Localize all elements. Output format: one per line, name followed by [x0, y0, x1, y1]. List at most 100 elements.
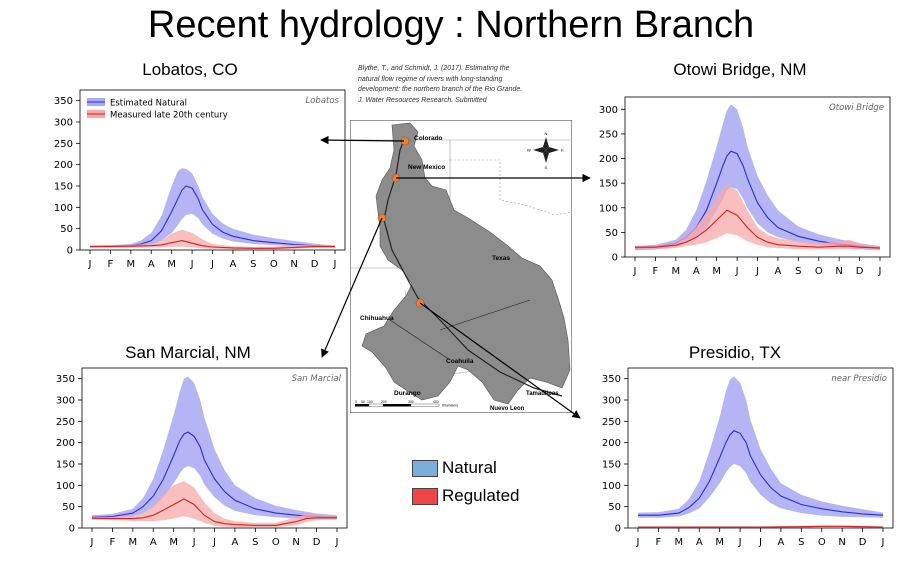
map-label: Tamaulipas — [526, 391, 559, 397]
inset-label: Lobatos — [305, 96, 339, 106]
y-tick-label: 100 — [599, 203, 618, 214]
x-tick-label: F — [656, 537, 662, 548]
x-tick-label: M — [127, 259, 136, 270]
map-label: Coahuila — [446, 358, 474, 365]
x-tick-label: J — [735, 266, 739, 277]
scale-tick: 300 — [408, 400, 414, 404]
station-title-san-marcial: San Marcial, NM — [125, 343, 251, 362]
legend-label: Measured late 20th century — [110, 111, 228, 121]
x-tick-label: J — [881, 537, 885, 548]
map-label: New Mexico — [408, 164, 445, 171]
map-label: Durango — [394, 390, 421, 397]
y-tick-label: 250 — [56, 417, 75, 428]
series-band — [92, 376, 337, 519]
series-band — [638, 376, 883, 518]
inset-label: Otowi Bridge — [829, 103, 884, 113]
x-tick-label: J — [636, 537, 640, 548]
chart-otowi: 0 50 100 150 200 250 300 J F M A M J J A S O N D J Otowi Bri… — [599, 96, 891, 277]
chart-lobatos: 0 50 100 150 200 250 300 350 J F M A M J J A S O N D J Lobato… — [54, 89, 346, 270]
x-tick-label: F — [110, 537, 116, 548]
y-tick-label: 150 — [602, 460, 621, 471]
tributary-line — [439, 299, 531, 331]
tributary-line — [389, 319, 451, 361]
y-tick-label: 250 — [602, 417, 621, 428]
scale-tick: 100 — [367, 400, 373, 404]
y-tick-label: 150 — [56, 460, 75, 471]
x-tick-label: J — [335, 537, 339, 548]
x-tick-label: S — [795, 266, 801, 277]
citation-line: J. Water Resources Research. Submitted — [358, 96, 487, 104]
x-tick-label: A — [148, 259, 155, 270]
inset-label: San Marcial — [292, 374, 342, 384]
scale-tick: 200 — [381, 400, 387, 404]
y-tick-label: 150 — [54, 182, 73, 193]
x-tick-label: O — [815, 266, 823, 277]
y-tick-label: 300 — [54, 118, 73, 129]
station-title-otowi: Otowi Bridge, NM — [673, 60, 807, 79]
x-tick-label: D — [311, 259, 319, 270]
x-tick-label: D — [856, 266, 864, 277]
x-tick-label: A — [777, 537, 784, 548]
x-tick-label: O — [272, 537, 280, 548]
legend-item-regulated: Regulated — [412, 482, 520, 510]
legend-item-natural: Natural — [412, 454, 520, 482]
y-tick-label: 100 — [602, 481, 621, 492]
citation-line: Blythe, T., and Schmidt, J. (2017). Esti… — [358, 65, 510, 72]
legend-swatch-regulated — [412, 487, 438, 505]
series-band — [90, 229, 335, 250]
y-tick-label: 0 — [67, 246, 73, 257]
x-tick-label: O — [270, 259, 278, 270]
y-tick-label: 350 — [56, 374, 75, 385]
x-tick-label: A — [774, 266, 781, 277]
y-tick-label: 200 — [56, 438, 75, 449]
x-tick-label: D — [859, 537, 867, 548]
y-tick-label: 300 — [602, 396, 621, 407]
map-label: Chihuahua — [360, 315, 394, 322]
slide-title: Recent hydrology : Northern Branch — [147, 4, 755, 46]
x-tick-label: A — [696, 537, 703, 548]
citation-line: natural flow regime of rivers with long-… — [358, 75, 503, 83]
x-tick-label: S — [798, 537, 804, 548]
series-line — [638, 525, 884, 528]
x-tick-label: J — [755, 266, 759, 277]
x-tick-label: M — [672, 266, 681, 277]
scale-tick: 0 — [355, 400, 357, 404]
x-tick-label: N — [290, 259, 297, 270]
scale-tick: 50 — [361, 400, 365, 404]
legend-label-regulated: Regulated — [442, 486, 520, 505]
x-tick-label: F — [653, 266, 659, 277]
x-tick-label: A — [693, 266, 700, 277]
y-tick-label: 300 — [599, 105, 618, 116]
y-tick-label: 200 — [599, 154, 618, 165]
arrow-to-presidio — [419, 302, 581, 419]
x-tick-label: N — [838, 537, 845, 548]
y-tick-label: 350 — [602, 374, 621, 385]
map-label: Nuevo Leon — [490, 406, 525, 412]
series-line — [635, 209, 881, 249]
y-tick-label: 300 — [56, 396, 75, 407]
state-border — [450, 159, 572, 216]
series-line — [638, 430, 884, 516]
y-tick-label: 100 — [54, 203, 73, 214]
arrow-to-lobatos — [320, 135, 405, 145]
series-line — [89, 240, 335, 249]
x-tick-label: A — [229, 259, 236, 270]
compass-n: N — [545, 131, 548, 136]
y-tick-label: 0 — [69, 524, 75, 535]
station-title-lobatos: Lobatos, CO — [142, 60, 238, 79]
x-tick-label: M — [715, 537, 724, 548]
basin-shape — [361, 122, 571, 405]
series-line — [91, 431, 338, 518]
x-tick-label: S — [250, 259, 256, 270]
station-title-presidio: Presidio, TX — [688, 343, 782, 362]
citation-line: development: the northern branch of the … — [358, 86, 523, 93]
y-tick-label: 0 — [615, 524, 621, 535]
chart-san-marcial: 0 50 100 150 200 250 300 350 J F M A M J J A S O N D J San Ma… — [56, 367, 348, 548]
inset-label: near Presidio — [831, 374, 887, 384]
x-tick-label: J — [210, 259, 214, 270]
y-tick-label: 150 — [599, 179, 618, 190]
y-tick-label: 50 — [62, 502, 75, 513]
map-label: Texas — [492, 255, 510, 262]
compass-rose-icon: N S W E — [527, 131, 564, 170]
